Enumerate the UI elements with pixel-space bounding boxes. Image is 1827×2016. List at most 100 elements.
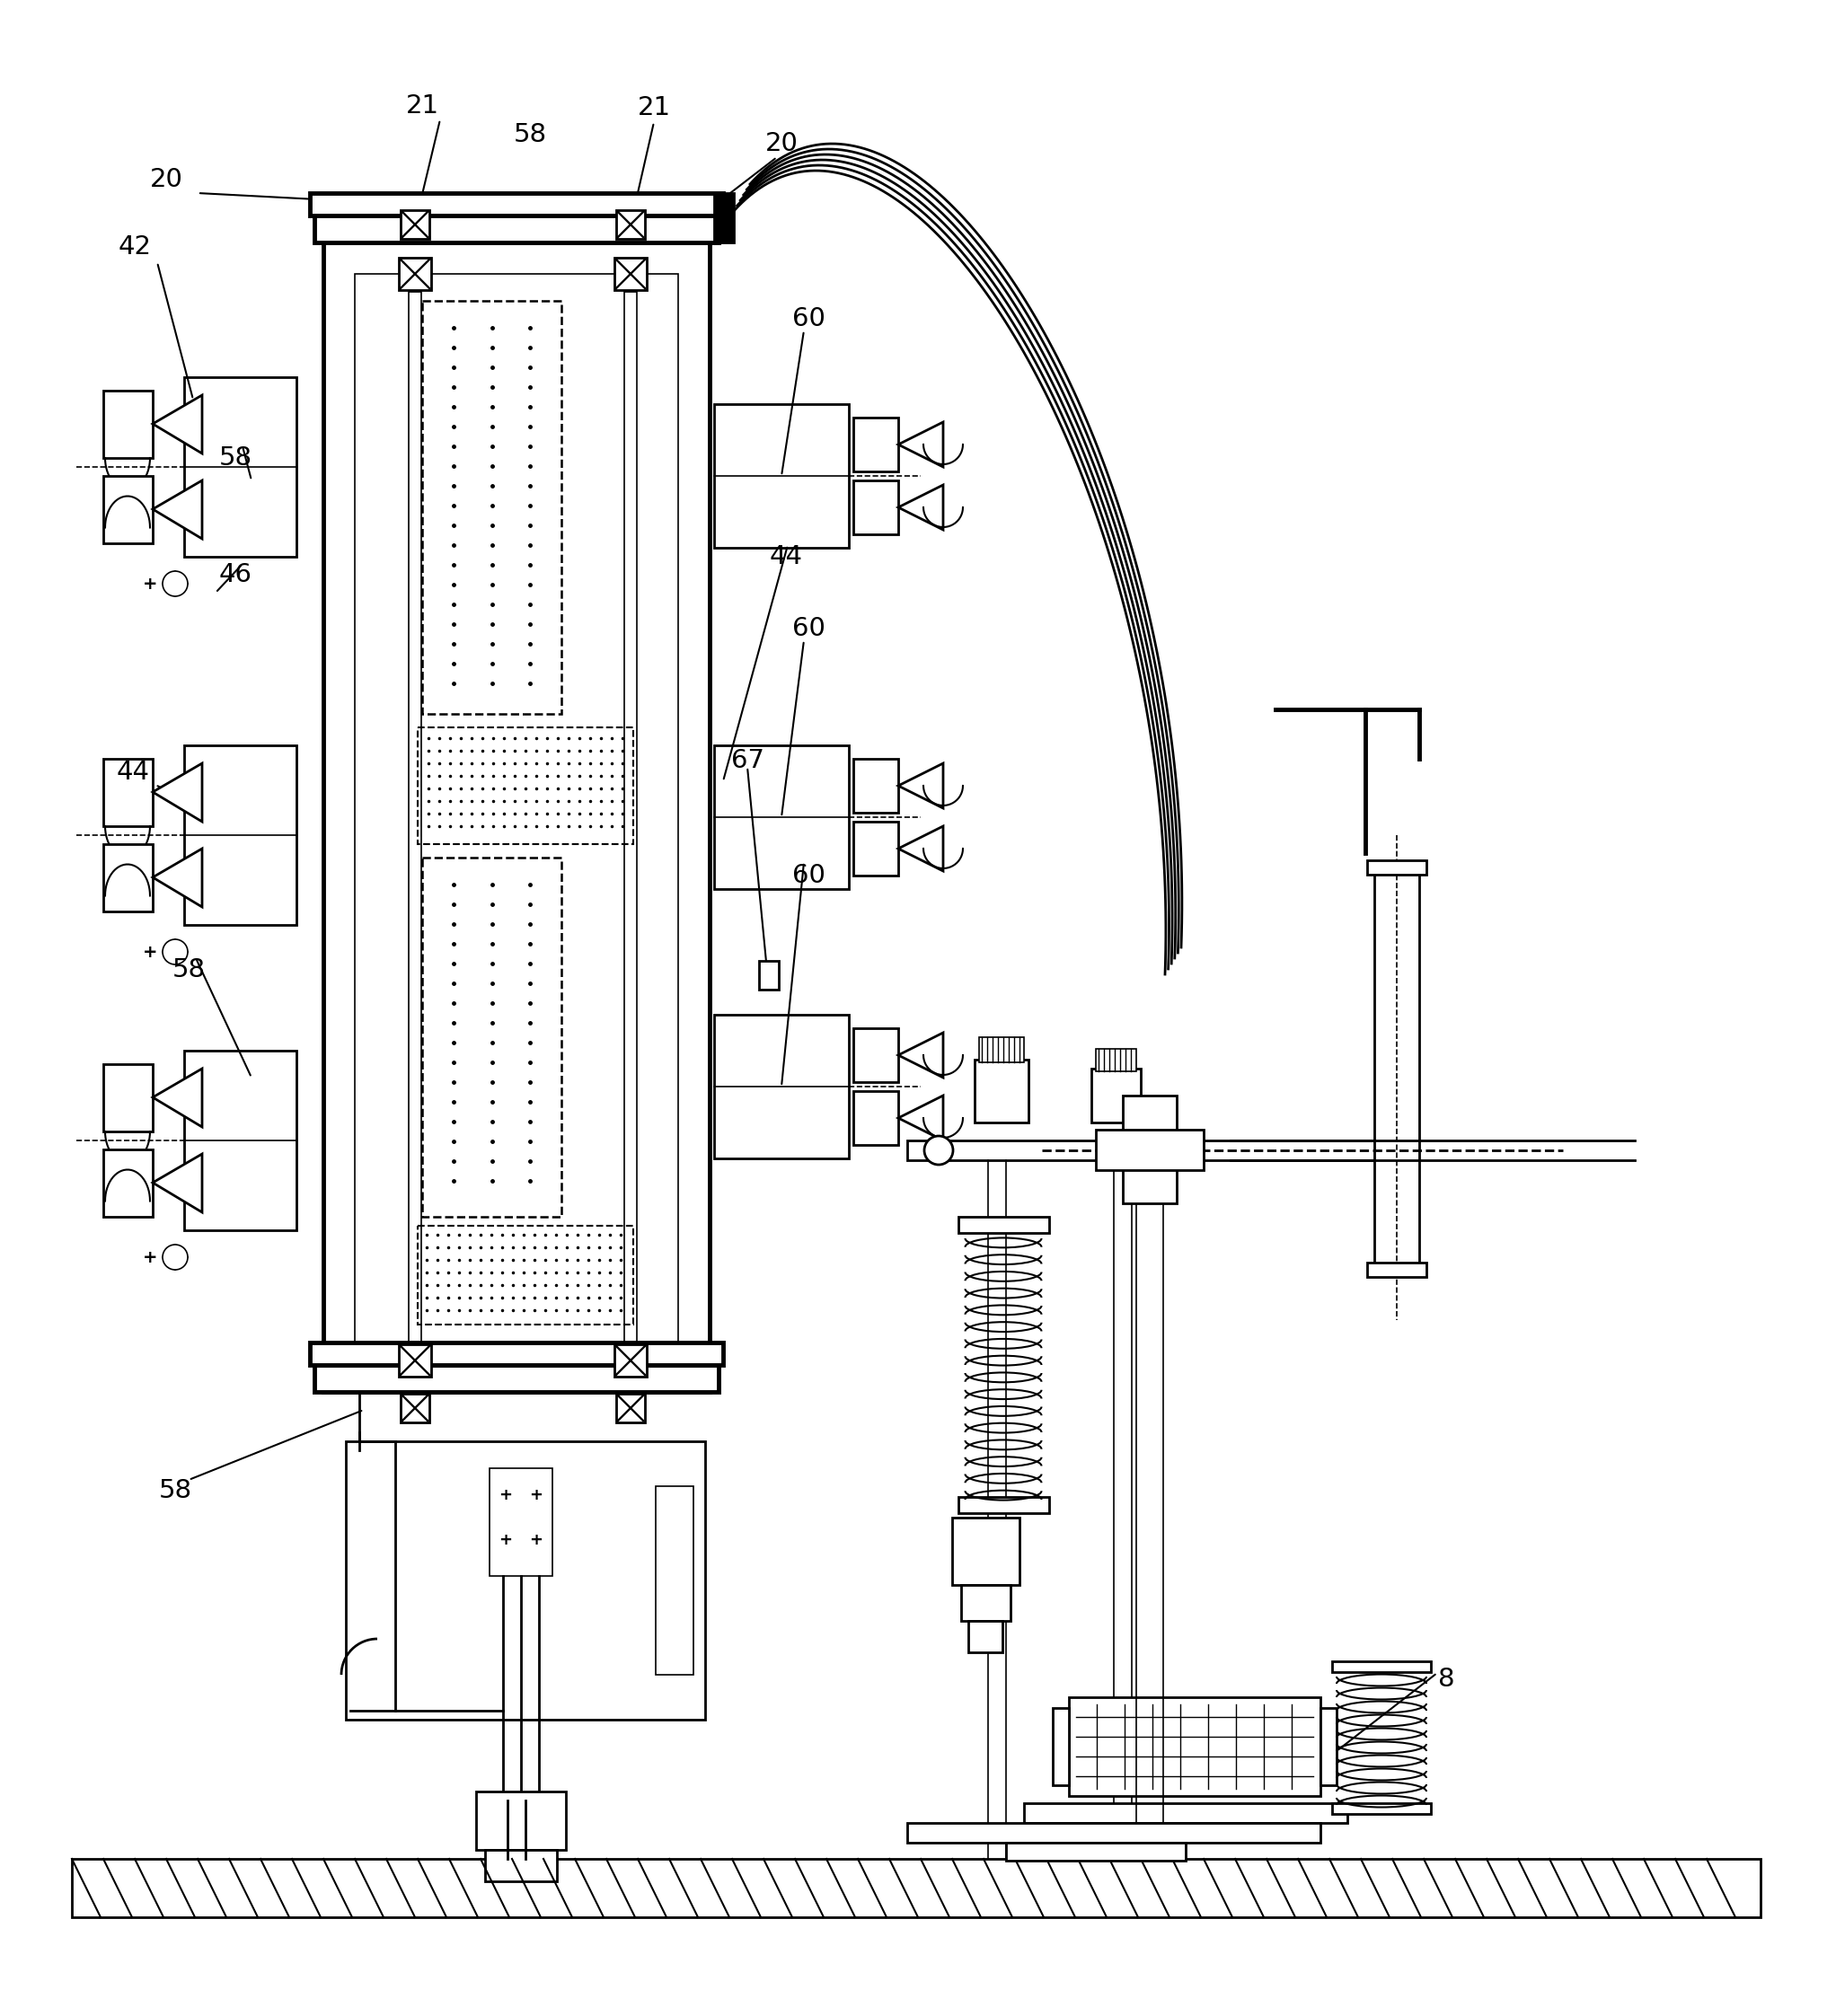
Bar xyxy=(104,758,153,827)
Bar xyxy=(714,1014,850,1159)
Text: 60: 60 xyxy=(791,617,826,641)
Bar xyxy=(400,1393,429,1423)
Text: 58: 58 xyxy=(513,123,546,147)
Bar xyxy=(1332,1802,1431,1814)
Bar xyxy=(314,1365,718,1391)
Bar xyxy=(758,962,778,990)
Text: +: + xyxy=(499,1488,512,1504)
Bar xyxy=(422,300,561,714)
Bar xyxy=(104,476,153,542)
Text: 44: 44 xyxy=(117,760,150,784)
Circle shape xyxy=(163,571,188,597)
Bar xyxy=(185,377,296,556)
Bar xyxy=(714,194,734,242)
Polygon shape xyxy=(899,1032,943,1079)
Text: +: + xyxy=(499,1532,512,1548)
Text: 21: 21 xyxy=(638,95,671,121)
Bar xyxy=(1096,1129,1204,1169)
Bar xyxy=(1367,861,1427,875)
Bar xyxy=(908,1141,1410,1161)
Bar xyxy=(714,403,850,548)
Polygon shape xyxy=(899,486,943,530)
Bar xyxy=(104,1149,153,1218)
Bar xyxy=(185,746,296,925)
Bar xyxy=(908,1822,1321,1843)
Text: 58: 58 xyxy=(159,1478,192,1504)
Bar xyxy=(71,1859,1761,1917)
Bar xyxy=(1321,1708,1337,1786)
Bar xyxy=(398,1345,431,1377)
Bar xyxy=(616,1393,645,1423)
Text: 21: 21 xyxy=(406,93,438,119)
Text: 58: 58 xyxy=(172,958,205,982)
Bar xyxy=(354,274,678,1361)
Text: 20: 20 xyxy=(766,131,798,157)
Bar xyxy=(1007,1843,1186,1861)
Text: 58: 58 xyxy=(219,446,252,470)
Bar xyxy=(409,292,422,1343)
Polygon shape xyxy=(153,1153,203,1212)
Bar xyxy=(952,1518,1019,1585)
Bar xyxy=(104,1064,153,1131)
Bar xyxy=(398,258,431,290)
Polygon shape xyxy=(153,849,203,907)
Bar xyxy=(311,1343,723,1365)
Bar xyxy=(490,1468,552,1577)
Bar xyxy=(104,391,153,458)
Bar xyxy=(185,1050,296,1230)
Bar xyxy=(1069,1697,1321,1796)
Bar xyxy=(979,1036,1023,1062)
Polygon shape xyxy=(899,827,943,871)
Bar xyxy=(853,1028,899,1083)
Bar xyxy=(418,728,634,845)
Text: 60: 60 xyxy=(791,306,826,331)
Bar xyxy=(1332,1661,1431,1671)
Text: +: + xyxy=(143,575,157,593)
Bar xyxy=(418,1226,634,1325)
Bar xyxy=(959,1218,1049,1234)
Bar xyxy=(959,1498,1049,1514)
Bar xyxy=(311,194,723,216)
Bar xyxy=(853,417,899,472)
Circle shape xyxy=(924,1135,954,1165)
Bar xyxy=(614,258,647,290)
Bar xyxy=(1367,1262,1427,1276)
Text: 60: 60 xyxy=(791,863,826,889)
Text: 8: 8 xyxy=(1438,1667,1454,1691)
Bar xyxy=(714,746,850,889)
Text: 67: 67 xyxy=(731,748,764,774)
Text: +: + xyxy=(143,943,157,960)
Bar xyxy=(853,758,899,812)
Bar xyxy=(1124,1095,1177,1204)
Bar xyxy=(314,216,718,242)
Polygon shape xyxy=(153,1068,203,1127)
Text: 20: 20 xyxy=(150,167,183,192)
Circle shape xyxy=(163,1244,188,1270)
Text: 44: 44 xyxy=(769,544,802,569)
Bar xyxy=(853,823,899,875)
Bar xyxy=(323,242,709,1391)
Bar xyxy=(345,1441,705,1720)
Text: +: + xyxy=(530,1488,543,1504)
Bar xyxy=(422,857,561,1218)
Polygon shape xyxy=(153,480,203,538)
Text: +: + xyxy=(530,1532,543,1548)
Bar xyxy=(614,1345,647,1377)
Text: +: + xyxy=(143,1248,157,1266)
Circle shape xyxy=(163,939,188,964)
Text: 46: 46 xyxy=(219,562,252,587)
Bar xyxy=(853,1091,899,1145)
Bar xyxy=(1023,1802,1346,1822)
Polygon shape xyxy=(899,764,943,808)
Bar xyxy=(1052,1708,1069,1786)
Polygon shape xyxy=(899,1095,943,1141)
Bar xyxy=(616,210,645,238)
Bar xyxy=(484,1851,557,1881)
Bar xyxy=(400,210,429,238)
Bar xyxy=(477,1792,566,1851)
Bar xyxy=(1374,871,1420,1266)
Bar xyxy=(1096,1048,1136,1070)
Bar xyxy=(961,1585,1010,1621)
Bar xyxy=(625,292,638,1343)
Bar xyxy=(1091,1068,1140,1123)
